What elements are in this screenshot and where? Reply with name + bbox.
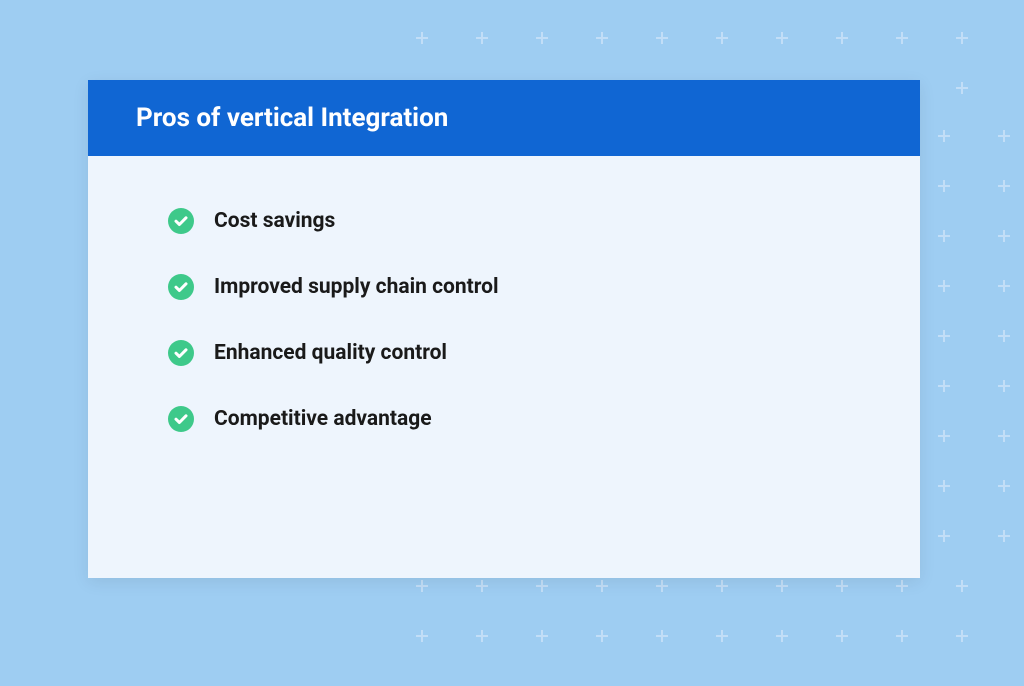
list-item-label: Improved supply chain control	[214, 275, 499, 299]
plus-icon	[656, 630, 668, 642]
check-icon	[168, 340, 194, 366]
plus-icon	[716, 580, 728, 592]
plus-icon	[776, 32, 788, 44]
plus-icon	[938, 480, 950, 492]
plus-icon	[836, 580, 848, 592]
plus-icon	[938, 230, 950, 242]
plus-icon	[998, 530, 1010, 542]
plus-icon	[416, 580, 428, 592]
plus-icon	[536, 32, 548, 44]
plus-icon	[938, 530, 950, 542]
plus-icon	[938, 430, 950, 442]
plus-icon	[938, 330, 950, 342]
plus-icon	[536, 630, 548, 642]
card-body: Cost savings Improved supply chain contro…	[88, 156, 920, 578]
plus-icon	[596, 32, 608, 44]
list-item: Enhanced quality control	[168, 340, 920, 366]
plus-icon	[836, 32, 848, 44]
check-icon	[168, 406, 194, 432]
plus-icon	[998, 280, 1010, 292]
list-item-label: Enhanced quality control	[214, 341, 447, 365]
plus-icon	[956, 630, 968, 642]
plus-icon	[596, 580, 608, 592]
list-item-label: Competitive advantage	[214, 407, 432, 431]
list-item: Competitive advantage	[168, 406, 920, 432]
plus-icon	[896, 630, 908, 642]
plus-icon	[476, 580, 488, 592]
plus-icon	[836, 630, 848, 642]
plus-icon	[716, 630, 728, 642]
plus-icon	[536, 580, 548, 592]
plus-icon	[938, 380, 950, 392]
plus-icon	[998, 480, 1010, 492]
plus-icon	[998, 130, 1010, 142]
list-item: Improved supply chain control	[168, 274, 920, 300]
check-icon	[168, 274, 194, 300]
plus-icon	[476, 630, 488, 642]
pros-card: Pros of vertical Integration Cost saving…	[88, 80, 920, 578]
plus-icon	[938, 180, 950, 192]
plus-icon	[938, 130, 950, 142]
plus-icon	[956, 32, 968, 44]
plus-icon	[776, 630, 788, 642]
plus-icon	[596, 630, 608, 642]
plus-icon	[776, 580, 788, 592]
plus-icon	[416, 630, 428, 642]
plus-icon	[896, 32, 908, 44]
plus-icon	[656, 580, 668, 592]
plus-icon	[998, 330, 1010, 342]
plus-icon	[998, 180, 1010, 192]
plus-icon	[896, 580, 908, 592]
plus-icon	[956, 580, 968, 592]
plus-icon	[476, 32, 488, 44]
canvas: Pros of vertical Integration Cost saving…	[0, 0, 1024, 686]
card-title: Pros of vertical Integration	[136, 103, 448, 133]
plus-icon	[998, 230, 1010, 242]
plus-icon	[956, 82, 968, 94]
list-item: Cost savings	[168, 208, 920, 234]
check-icon	[168, 208, 194, 234]
plus-icon	[716, 32, 728, 44]
plus-icon	[938, 280, 950, 292]
list-item-label: Cost savings	[214, 209, 335, 233]
plus-icon	[998, 430, 1010, 442]
plus-icon	[656, 32, 668, 44]
plus-icon	[998, 380, 1010, 392]
card-header: Pros of vertical Integration	[88, 80, 920, 156]
plus-icon	[416, 32, 428, 44]
